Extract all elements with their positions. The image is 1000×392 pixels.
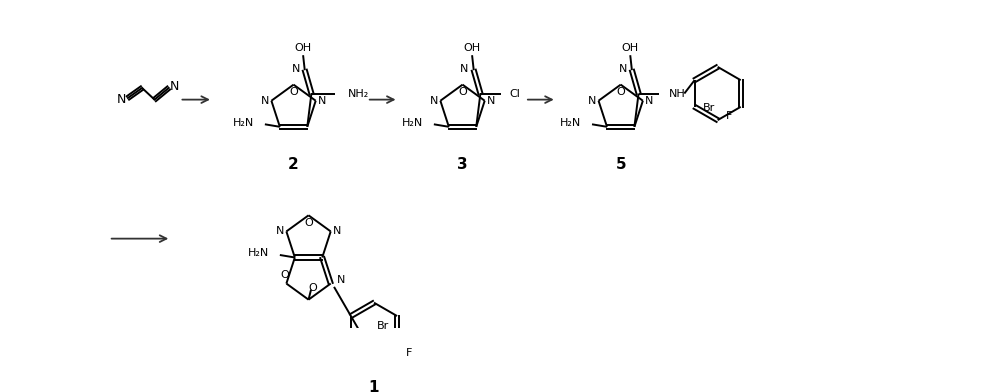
Text: OH: OH	[622, 43, 639, 53]
Text: N: N	[170, 80, 179, 93]
Text: N: N	[588, 96, 596, 106]
Text: F: F	[726, 111, 732, 121]
Text: N: N	[291, 64, 300, 74]
Text: O: O	[308, 283, 317, 293]
Text: OH: OH	[295, 43, 312, 53]
Text: N: N	[337, 275, 346, 285]
Text: N: N	[261, 96, 269, 106]
Text: N: N	[487, 96, 496, 106]
Text: 5: 5	[615, 157, 626, 172]
Text: Cl: Cl	[510, 89, 520, 98]
Text: 1: 1	[369, 380, 379, 392]
Text: N: N	[117, 93, 126, 106]
Text: N: N	[619, 64, 627, 74]
Text: Br: Br	[376, 321, 389, 331]
Text: 3: 3	[457, 157, 468, 172]
Text: N: N	[333, 227, 342, 236]
Text: O: O	[289, 87, 298, 97]
Text: F: F	[405, 348, 412, 358]
Text: 2: 2	[288, 157, 299, 172]
Text: NH₂: NH₂	[348, 89, 369, 98]
Text: OH: OH	[464, 43, 481, 53]
Text: Br: Br	[703, 103, 715, 113]
Text: N: N	[645, 96, 654, 106]
Text: H₂N: H₂N	[233, 118, 254, 128]
Text: O: O	[458, 87, 467, 97]
Text: H₂N: H₂N	[560, 118, 581, 128]
Text: O: O	[280, 270, 289, 280]
Text: H₂N: H₂N	[402, 118, 423, 128]
Text: N: N	[460, 64, 469, 74]
Text: N: N	[430, 96, 438, 106]
Text: N: N	[276, 227, 284, 236]
Text: O: O	[304, 218, 313, 228]
Text: N: N	[318, 96, 327, 106]
Text: NH: NH	[669, 89, 686, 98]
Text: O: O	[616, 87, 625, 97]
Text: H₂N: H₂N	[248, 248, 269, 258]
